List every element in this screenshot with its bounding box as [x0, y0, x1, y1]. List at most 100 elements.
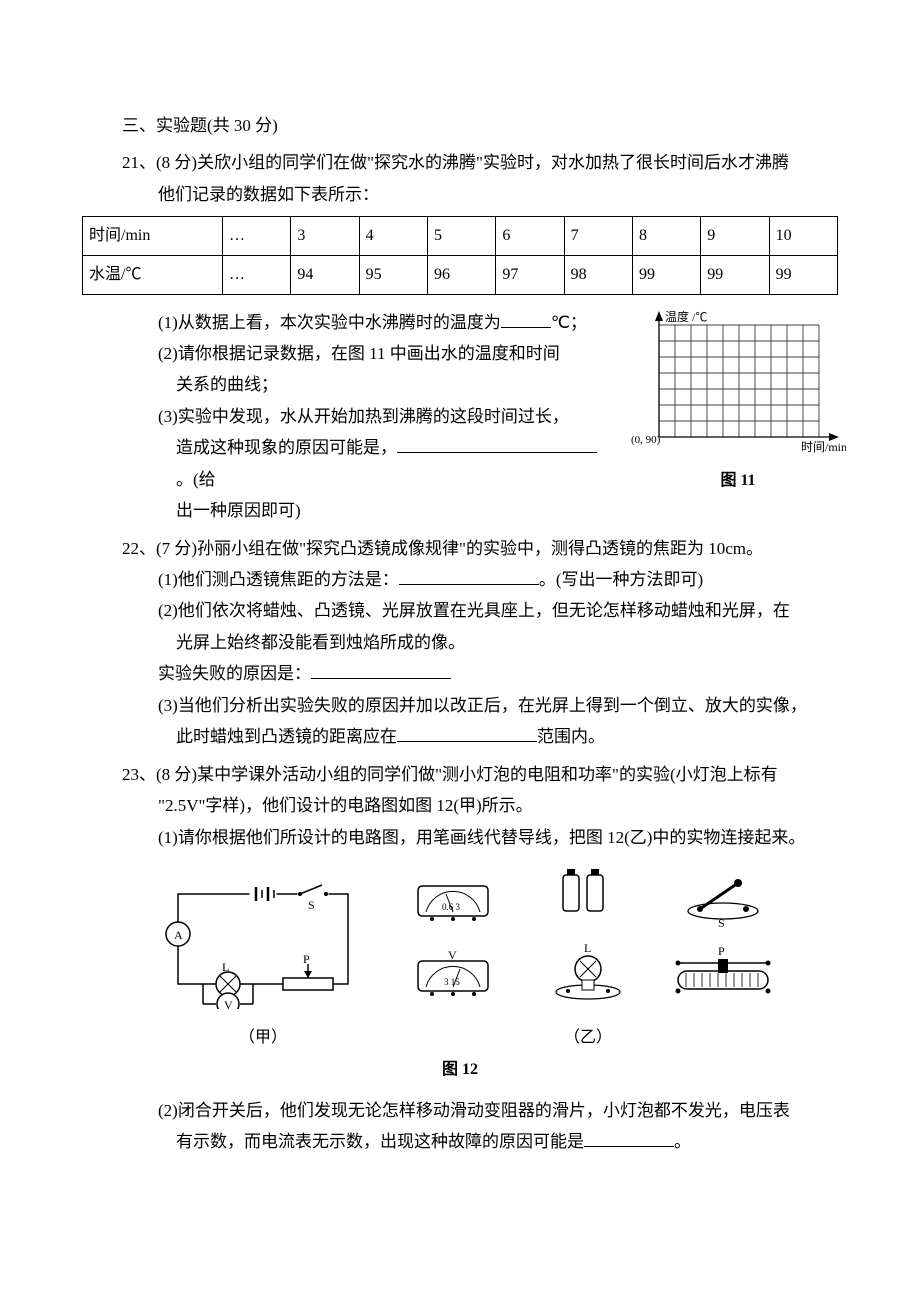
- q22-sub1-b: 。(写出一种方法即可): [539, 570, 703, 589]
- table-cell: 7: [564, 217, 632, 256]
- q23-points: (8 分): [156, 765, 197, 784]
- label-L2: L: [584, 941, 591, 955]
- q23-sub1: (1)请你根据他们所设计的电路图，用笔画线代替导线，把图 12(乙)中的实物连接…: [158, 822, 838, 853]
- q21-sub3-b: 造成这种现象的原因可能是，: [176, 438, 397, 457]
- label-P: P: [303, 952, 310, 966]
- table-row: 时间/min … 3 4 5 6 7 8 9 10: [83, 217, 838, 256]
- q22-points: (7 分): [156, 539, 197, 558]
- blank-field[interactable]: [399, 565, 539, 585]
- q21-sub3d: 出一种原因即可): [176, 495, 838, 526]
- blank-field[interactable]: [397, 433, 597, 453]
- circuit-diagram-icon: S A L V P: [158, 879, 368, 1009]
- q22-number: 22、: [122, 539, 156, 558]
- table-cell: 3: [291, 217, 359, 256]
- components-icon: 0.6 3 3 15 V: [388, 859, 788, 1009]
- q22-sub2-c: 实验失败的原因是：: [158, 664, 311, 683]
- q23-intro1: 某中学课外活动小组的同学们做"测小灯泡的电阻和功率"的实验(小灯泡上标有: [197, 765, 778, 784]
- q21-sub2-a: (2)请你根据记录数据，在图 11 中画出水的温度和时间: [158, 344, 560, 363]
- q21-line1: 21、(8 分)关欣小组的同学们在做"探究水的沸腾"实验时，对水加热了很长时间后…: [122, 147, 838, 178]
- q22-sub1: (1)他们测凸透镜焦距的方法是： 。(写出一种方法即可): [158, 564, 838, 595]
- question-21: 21、(8 分)关欣小组的同学们在做"探究水的沸腾"实验时，对水加热了很长时间后…: [82, 147, 838, 526]
- section-title-text: 三、实验题(共 30 分): [122, 116, 278, 135]
- q22-sub2c: 实验失败的原因是：: [158, 658, 838, 689]
- table-cell: …: [223, 217, 291, 256]
- question-23: 23、(8 分)某中学课外活动小组的同学们做"测小灯泡的电阻和功率"的实验(小灯…: [82, 759, 838, 1158]
- graph-grid-icon: 温度 /℃ 时间/min (0, 90): [631, 309, 846, 454]
- graph-ylabel: 温度 /℃: [665, 309, 707, 324]
- table-cell: 水温/℃: [83, 255, 223, 294]
- q21-graph: 温度 /℃ 时间/min (0, 90) 图 11: [628, 309, 848, 496]
- label-L: L: [222, 960, 229, 974]
- q22-sub2-b: 光屏上始终都没能看到烛焰所成的像。: [176, 633, 465, 652]
- q21-intro2: 他们记录的数据如下表所示：: [158, 185, 379, 204]
- blank-field[interactable]: [397, 722, 537, 742]
- label-S: S: [308, 898, 315, 912]
- q23-sub2-c: 。: [674, 1132, 691, 1151]
- q22-sub2-a: (2)他们依次将蜡烛、凸透镜、光屏放置在光具座上，但无论怎样移动蜡烛和光屏，在: [158, 601, 790, 620]
- table-cell: 10: [769, 217, 837, 256]
- table-row: 水温/℃ … 94 95 96 97 98 99 99 99: [83, 255, 838, 294]
- table-cell: 99: [632, 255, 700, 294]
- table-cell: 95: [359, 255, 427, 294]
- table-cell: 98: [564, 255, 632, 294]
- q22-sub3b: 此时蜡烛到凸透镜的距离应在 范围内。: [176, 721, 838, 752]
- graph-origin: (0, 90): [631, 434, 661, 446]
- q23-number: 23、: [122, 765, 156, 784]
- label-A: A: [174, 928, 183, 942]
- circuit-yi: 0.6 3 3 15 V: [388, 859, 788, 1053]
- q22-sub3-a: (3)当他们分析出实验失败的原因并加以改正后，在光屏上得到一个倒立、放大的实像，: [158, 696, 807, 715]
- q21-points: (8 分): [156, 153, 197, 172]
- label-P2: P: [718, 944, 725, 958]
- graph-xlabel: 时间/min: [801, 440, 846, 454]
- blank-field[interactable]: [501, 307, 551, 327]
- q23-line1: 23、(8 分)某中学课外活动小组的同学们做"测小灯泡的电阻和功率"的实验(小灯…: [122, 759, 838, 790]
- table-cell: 8: [632, 217, 700, 256]
- q21-sub1-b: ℃；: [551, 313, 587, 332]
- q23-sub2-b: 有示数，而电流表无示数，出现这种故障的原因可能是: [176, 1132, 584, 1151]
- table-cell: 99: [769, 255, 837, 294]
- q21-intro1: 关欣小组的同学们在做"探究水的沸腾"实验时，对水加热了很长时间后水才沸腾: [197, 153, 789, 172]
- q23-sub2b: 有示数，而电流表无示数，出现这种故障的原因可能是 。: [176, 1126, 838, 1157]
- section-title: 三、实验题(共 30 分): [122, 110, 838, 141]
- q21-sub3-c: 。(给: [176, 470, 216, 489]
- q21-sub3-d: 出一种原因即可): [176, 501, 301, 520]
- label-V: V: [224, 998, 233, 1009]
- label-S2: S: [718, 916, 725, 930]
- table-cell: 96: [427, 255, 495, 294]
- q22-sub1-a: (1)他们测凸透镜焦距的方法是：: [158, 570, 399, 589]
- fig12-caption: 图 12: [82, 1055, 838, 1085]
- q21-body: 温度 /℃ 时间/min (0, 90) 图 11 (1)从数据上看，本次实验中…: [82, 307, 838, 527]
- q21-sub1-a: (1)从数据上看，本次实验中水沸腾时的温度为: [158, 313, 501, 332]
- q21-sub2-b: 关系的曲线；: [176, 375, 278, 394]
- voltmeter-dial: 3 15: [444, 977, 460, 987]
- graph-caption: 图 11: [628, 466, 848, 496]
- table-cell: 9: [701, 217, 769, 256]
- table-cell: 6: [496, 217, 564, 256]
- q23-sub1-text: (1)请你根据他们所设计的电路图，用笔画线代替导线，把图 12(乙)中的实物连接…: [158, 828, 805, 847]
- q21-sub3-a: (3)实验中发现，水从开始加热到沸腾的这段时间过长，: [158, 407, 569, 426]
- blank-field[interactable]: [584, 1127, 674, 1147]
- label-V2: V: [448, 948, 457, 962]
- caption-yi: （乙）: [388, 1023, 788, 1053]
- q22-sub2b: 光屏上始终都没能看到烛焰所成的像。: [176, 627, 838, 658]
- question-22: 22、(7 分)孙丽小组在做"探究凸透镜成像规律"的实验中，测得凸透镜的焦距为 …: [82, 533, 838, 753]
- q21-number: 21、: [122, 153, 156, 172]
- q23-line2: "2.5V"字样)，他们设计的电路图如图 12(甲)所示。: [158, 790, 838, 821]
- q23-sub2a: (2)闭合开关后，他们发现无论怎样移动滑动变阻器的滑片，小灯泡都不发光，电压表: [158, 1095, 838, 1126]
- q23-intro2: "2.5V"字样)，他们设计的电路图如图 12(甲)所示。: [158, 796, 533, 815]
- table-cell: 4: [359, 217, 427, 256]
- q22-sub3a: (3)当他们分析出实验失败的原因并加以改正后，在光屏上得到一个倒立、放大的实像，: [158, 690, 838, 721]
- circuit-jia: S A L V P （: [158, 879, 368, 1053]
- table-cell: 时间/min: [83, 217, 223, 256]
- q22-sub2a: (2)他们依次将蜡烛、凸透镜、光屏放置在光具座上，但无论怎样移动蜡烛和光屏，在: [158, 595, 838, 626]
- caption-jia: （甲）: [158, 1023, 368, 1053]
- table-cell: 99: [701, 255, 769, 294]
- blank-field[interactable]: [311, 659, 451, 679]
- q23-figure-row: S A L V P （: [158, 859, 778, 1053]
- table-cell: 5: [427, 217, 495, 256]
- q21-table: 时间/min … 3 4 5 6 7 8 9 10 水温/℃ … 94 95 9…: [82, 216, 838, 294]
- q21-line2: 他们记录的数据如下表所示：: [158, 179, 838, 210]
- q22-sub3-b: 此时蜡烛到凸透镜的距离应在: [176, 727, 397, 746]
- q23-sub2-a: (2)闭合开关后，他们发现无论怎样移动滑动变阻器的滑片，小灯泡都不发光，电压表: [158, 1101, 790, 1120]
- q22-sub3-c: 范围内。: [537, 727, 605, 746]
